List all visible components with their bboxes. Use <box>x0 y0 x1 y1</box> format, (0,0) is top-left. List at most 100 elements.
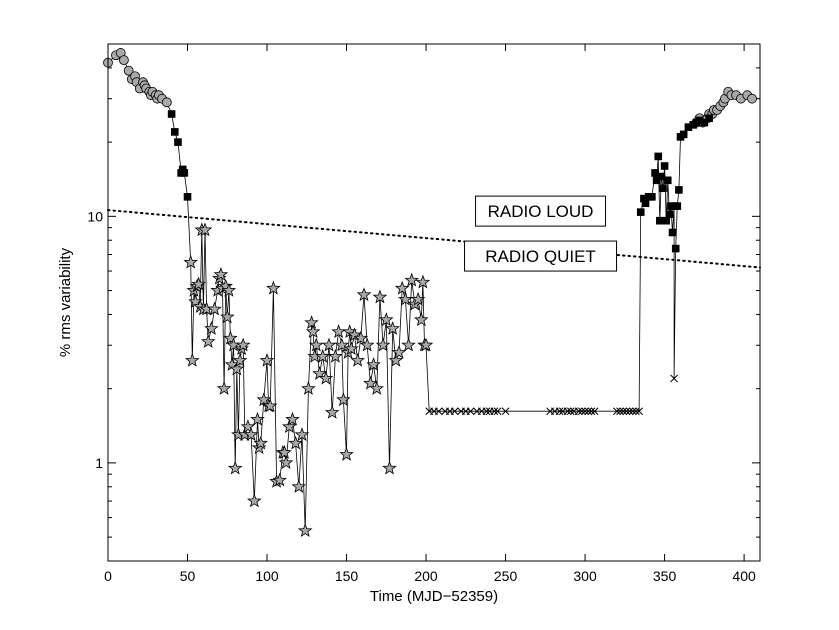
data-point-square <box>700 118 709 127</box>
x-tick-label: 300 <box>573 568 597 584</box>
data-point-x <box>635 407 643 416</box>
data-point-star <box>282 419 297 434</box>
data-point-star <box>359 337 375 352</box>
data-point-star <box>256 392 272 407</box>
data-point-star <box>301 381 316 395</box>
data-point-star <box>334 337 349 352</box>
data-point-star <box>305 324 321 339</box>
x-axis-label: Time (MJD−52359) <box>370 588 498 605</box>
data-point-square <box>663 176 672 185</box>
data-point-square <box>665 210 674 219</box>
data-point-star <box>232 352 248 367</box>
data-point-star <box>324 404 340 419</box>
radio-quiet-label: RADIO QUIET <box>485 247 596 266</box>
radio-loud-label: RADIO LOUD <box>488 202 594 221</box>
data-point-star <box>191 276 206 291</box>
data-point-star <box>288 435 303 450</box>
data-point-star <box>216 381 232 395</box>
data-point-star <box>394 280 410 295</box>
data-point-star <box>278 455 294 470</box>
data-point-x <box>493 407 502 416</box>
radio-quiet-box <box>464 240 618 272</box>
data-point-square <box>662 216 670 225</box>
data-point-square <box>640 194 648 203</box>
data-point-square <box>652 176 661 185</box>
data-point-star <box>253 435 268 450</box>
x-tick-label: 400 <box>732 568 756 584</box>
data-point-square <box>673 202 682 210</box>
data-point-star <box>401 337 416 352</box>
data-point-x <box>587 407 596 416</box>
data-point-x <box>434 407 443 416</box>
data-point-star <box>229 361 245 376</box>
data-point-circle <box>161 97 172 108</box>
data-point-circle <box>119 55 129 66</box>
data-point-star <box>363 375 378 390</box>
data-point-square <box>657 172 666 181</box>
data-point-star <box>398 291 413 306</box>
x-tick-label: 150 <box>335 568 359 584</box>
radio-loud-annotation: RADIO LOUD <box>475 195 607 227</box>
data-point-square <box>675 186 683 194</box>
data-point-star <box>304 315 319 330</box>
data-point-star <box>277 445 292 459</box>
data-point-square <box>660 162 669 170</box>
data-point-x <box>563 407 572 416</box>
data-point-star <box>410 291 426 306</box>
data-point-star <box>262 398 278 413</box>
data-point-square <box>641 199 650 208</box>
data-point-star <box>347 327 362 342</box>
data-point-x <box>578 407 586 416</box>
data-point-star <box>366 357 381 371</box>
x-tick-label: 50 <box>180 568 196 584</box>
data-point-square <box>679 130 688 139</box>
x-tick-label: 0 <box>104 568 112 584</box>
data-point-star <box>297 523 313 538</box>
data-point-star <box>243 427 259 442</box>
series-line <box>107 52 753 531</box>
data-point-star <box>272 472 288 487</box>
data-point-star <box>353 330 369 345</box>
data-point-star <box>350 352 366 367</box>
data-point-square <box>183 193 192 201</box>
data-point-star <box>339 446 354 461</box>
data-point-star <box>220 309 235 324</box>
x-tick-label: 250 <box>494 568 518 584</box>
tick-layer: 0 50 100 150 200 250 300 350 400 1 10 <box>87 43 760 584</box>
data-point-x <box>555 407 564 416</box>
y-axis-label: % rms variability <box>57 247 74 357</box>
data-point-star <box>235 337 251 352</box>
data-point-star <box>318 370 334 385</box>
data-point-x <box>466 407 475 416</box>
data-point-star <box>285 411 300 426</box>
data-point-x <box>616 407 624 416</box>
data-point-star <box>375 337 391 352</box>
data-point-star <box>227 460 243 475</box>
data-point-star <box>294 427 310 442</box>
data-point-x <box>632 407 640 416</box>
data-point-star <box>372 289 388 304</box>
data-point-star <box>388 352 404 367</box>
data-point-star <box>415 274 431 289</box>
marker-layer <box>103 48 757 538</box>
data-point-star <box>184 352 200 367</box>
data-point-x <box>613 407 621 416</box>
data-point-star <box>266 280 281 295</box>
data-point-star <box>213 267 229 281</box>
data-point-x <box>584 407 593 416</box>
data-point-square <box>174 138 182 146</box>
data-point-square <box>705 114 713 123</box>
y-tick-label: 1 <box>95 455 103 471</box>
data-point-star <box>356 287 372 302</box>
data-point-star <box>331 324 346 339</box>
data-point-x <box>490 407 499 416</box>
data-point-x <box>619 407 628 416</box>
data-point-star <box>240 419 256 434</box>
data-point-star <box>336 392 351 407</box>
data-point-square <box>659 184 667 193</box>
data-point-square <box>170 128 179 136</box>
data-point-star <box>315 348 330 363</box>
data-point-square <box>671 244 680 253</box>
data-point-star <box>207 301 222 316</box>
radio-divider-layer <box>107 209 761 269</box>
